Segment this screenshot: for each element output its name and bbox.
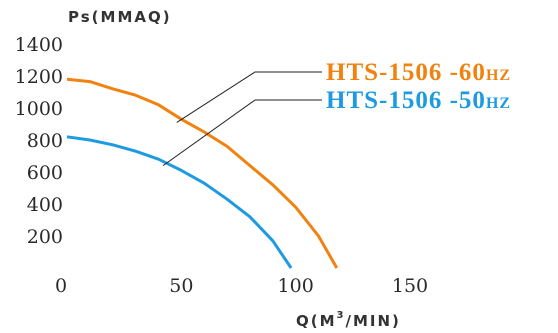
y-tick-label: 400 — [27, 194, 63, 216]
leader-line-2 — [162, 99, 322, 167]
y-tick-label: 1400 — [15, 34, 63, 56]
legend-label: HTS-1506 -60 — [326, 59, 486, 86]
legend-unit: HZ — [486, 95, 511, 112]
x-tick-label: 100 — [278, 275, 314, 297]
x-axis-title-superscript: 3 — [337, 310, 346, 321]
x-tick-label: 50 — [169, 275, 193, 297]
leader-line-1 — [176, 71, 322, 123]
y-tick-label: 200 — [27, 226, 63, 248]
x-axis-title-tail: /MIN) — [346, 312, 401, 330]
curves — [66, 77, 339, 269]
legend-leader-lines — [162, 71, 322, 167]
y-axis-title: Ps(MMAQ) — [68, 8, 172, 26]
x-tick-label: 0 — [55, 275, 67, 297]
legend-entry-1: HTS-1506 -60HZ — [326, 59, 511, 86]
y-tick-label: 1000 — [15, 98, 63, 120]
y-tick-label: 800 — [27, 130, 63, 152]
legend-unit: HZ — [486, 67, 511, 84]
x-axis-title: Q(M3/MIN) — [296, 310, 401, 330]
series-line-2 — [66, 135, 293, 269]
x-axis-ticks: 0 50 100 150 — [55, 275, 428, 297]
y-tick-label: 1200 — [15, 66, 63, 88]
legend-entry-2: HTS-1506 -50HZ — [326, 87, 511, 114]
x-tick-label: 150 — [392, 275, 428, 297]
y-axis-ticks: 200 400 600 800 1000 1200 1400 — [15, 34, 63, 248]
legend-label: HTS-1506 -50 — [326, 87, 486, 114]
x-axis-title-main: Q(M — [296, 312, 337, 330]
y-tick-label: 600 — [27, 162, 63, 184]
series-line-1 — [66, 77, 339, 269]
